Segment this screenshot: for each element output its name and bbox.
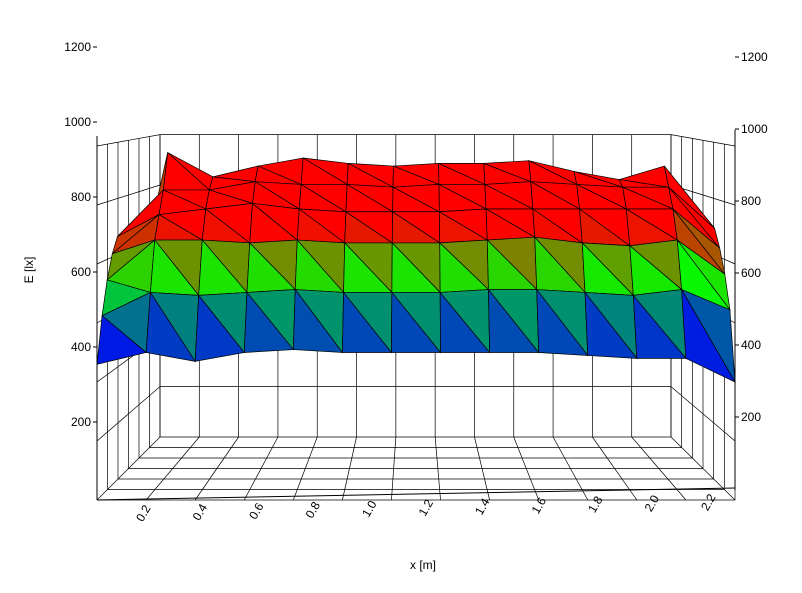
floor-grid bbox=[96, 436, 736, 501]
x-tick-label: 2.0 bbox=[642, 492, 663, 514]
grid-line bbox=[96, 386, 161, 442]
z-tick-label-right: 400 bbox=[741, 338, 761, 352]
surface-facet bbox=[488, 288, 540, 353]
surface-facet bbox=[439, 291, 491, 353]
surface-facet bbox=[536, 288, 589, 356]
x-axis-line bbox=[96, 487, 736, 501]
tick-labels: 200 400 600 800 1000 1200 200 400 600 800 1000 1200… bbox=[64, 40, 768, 524]
x-tick-label: 1.0 bbox=[359, 498, 380, 520]
surface-facet bbox=[145, 291, 196, 362]
grid-line bbox=[96, 134, 161, 147]
surface-facet bbox=[292, 288, 344, 353]
z-tick-label-left: 600 bbox=[71, 265, 91, 279]
z-tick-label-right: 1200 bbox=[741, 50, 768, 64]
x-tick-label: 0.4 bbox=[190, 501, 211, 523]
surface-facet bbox=[584, 291, 638, 359]
z-tick-label-left: 800 bbox=[71, 190, 91, 204]
surface-facet bbox=[681, 289, 736, 383]
x-axis-title: x [m] bbox=[410, 558, 436, 572]
x-tick-label: 1.6 bbox=[529, 495, 550, 517]
z-tick-label-left: 1000 bbox=[64, 115, 91, 129]
surface-facet bbox=[243, 291, 295, 353]
z-tick-label-right: 800 bbox=[741, 194, 761, 208]
surface-facet bbox=[96, 314, 147, 365]
x-tick-label: 0.6 bbox=[246, 500, 267, 522]
grid-line bbox=[670, 134, 736, 147]
x-tick-label: 1.8 bbox=[585, 493, 606, 515]
z-tick-label-right: 600 bbox=[741, 266, 761, 280]
x-tick-label: 0.2 bbox=[133, 502, 154, 524]
x-tick-label: 0.8 bbox=[303, 499, 324, 521]
grid-line bbox=[670, 386, 736, 442]
surface-facet bbox=[342, 291, 393, 353]
z-tick-label-left: 1200 bbox=[64, 40, 91, 54]
surface-facet bbox=[391, 291, 442, 353]
z-tick-label-right: 200 bbox=[741, 410, 761, 424]
z-tick-label-left: 400 bbox=[71, 340, 91, 354]
z-tick-label-right: 1000 bbox=[741, 122, 768, 136]
grid-line bbox=[96, 184, 161, 206]
z-axis-title: E [lx] bbox=[22, 257, 36, 284]
surface-facet bbox=[632, 294, 687, 359]
surface-mesh bbox=[96, 151, 736, 383]
z-tick-label-left: 200 bbox=[71, 415, 91, 429]
surface-facet bbox=[194, 294, 245, 362]
x-tick-label: 2.2 bbox=[698, 491, 719, 513]
